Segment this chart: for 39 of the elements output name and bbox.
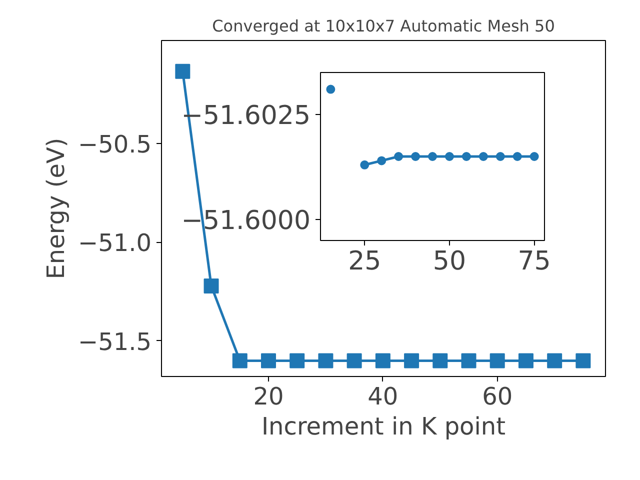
- point: [444, 152, 454, 161]
- y-axis-title: Energy (eV): [42, 138, 70, 280]
- point: [326, 84, 336, 94]
- point: [462, 152, 471, 161]
- point: [411, 152, 420, 161]
- x-tick-label: 20: [253, 382, 284, 410]
- point: [175, 64, 190, 79]
- point: [260, 353, 276, 368]
- point: [346, 353, 362, 368]
- x-tick-label: 40: [368, 382, 398, 410]
- point: [512, 152, 522, 161]
- point: [496, 152, 505, 161]
- point: [204, 278, 219, 294]
- y-tick-label: −50.5: [78, 130, 152, 158]
- point: [404, 353, 420, 368]
- point: [576, 353, 591, 368]
- point: [232, 353, 248, 368]
- point: [461, 353, 476, 368]
- point: [530, 152, 539, 161]
- x-tick-label: 60: [482, 382, 513, 410]
- x-tick-label: 50: [432, 246, 466, 276]
- point: [490, 353, 505, 368]
- point: [290, 353, 305, 368]
- point: [360, 160, 370, 170]
- point: [375, 353, 390, 368]
- y-tick-label: −51.0: [78, 229, 152, 258]
- x-tick-label: 25: [348, 246, 382, 276]
- point: [377, 156, 386, 166]
- point: [394, 152, 404, 161]
- point: [478, 152, 488, 161]
- point: [518, 353, 534, 368]
- x-tick-label: 75: [518, 246, 551, 276]
- point: [318, 353, 334, 368]
- y-tick-label: −51.5: [78, 328, 152, 356]
- point: [432, 353, 448, 368]
- x-axis-title: Increment in K point: [261, 412, 506, 440]
- point: [547, 353, 562, 368]
- chart-title: Converged at 10x10x7 Automatic Mesh 50: [212, 16, 555, 36]
- point: [428, 152, 437, 161]
